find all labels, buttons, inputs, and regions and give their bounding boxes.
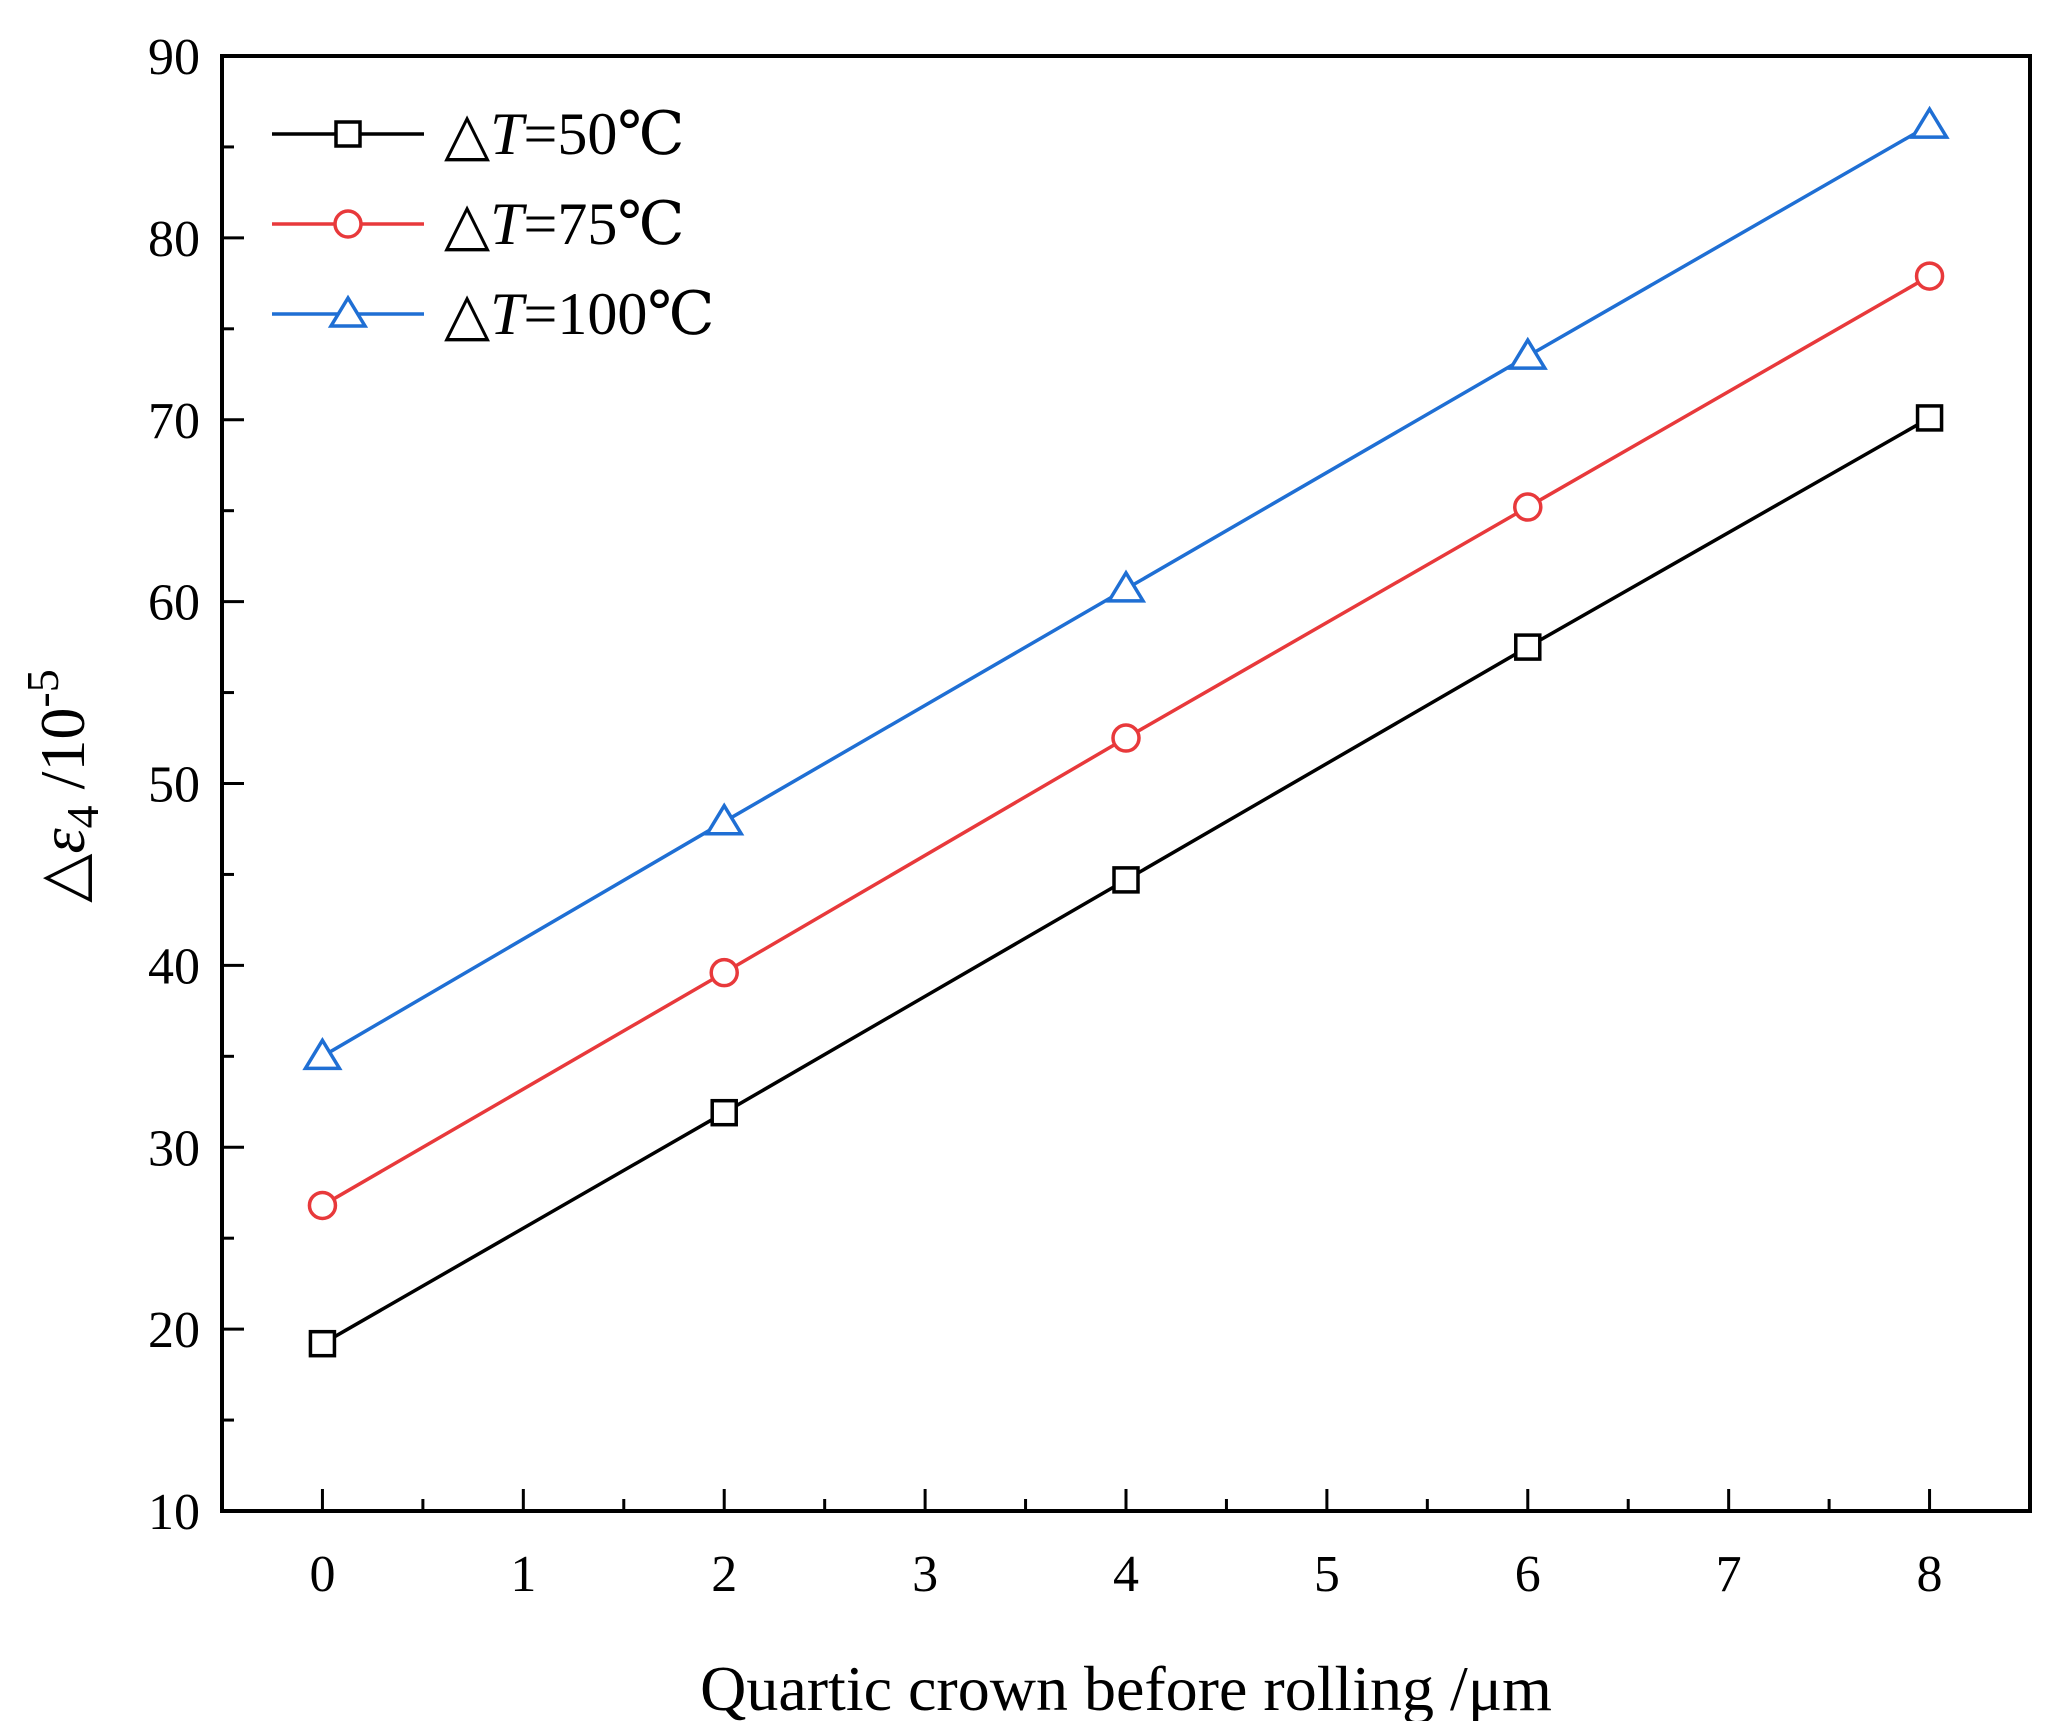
legend-value: =75℃ <box>524 191 685 257</box>
data-point-1-3 <box>1513 492 1543 522</box>
y-tick-label: 10 <box>148 1484 200 1541</box>
data-point-2-0 <box>302 1036 343 1071</box>
series-markers <box>302 105 1950 1358</box>
y-tick-label: 20 <box>148 1302 200 1359</box>
data-point-0-1 <box>710 1098 738 1127</box>
legend-marker-2 <box>327 294 369 328</box>
x-tick-label: 1 <box>510 1546 536 1603</box>
x-tick-label: 6 <box>1515 1546 1541 1603</box>
y-title-superscript: -5 <box>17 669 68 707</box>
legend-prefix: △ <box>444 191 490 257</box>
y-title-prefix: △ <box>27 853 98 903</box>
data-point-1-0 <box>307 1190 338 1221</box>
y-tick-label: 60 <box>148 575 200 632</box>
y-axis-title: △ε4 /10-5 <box>17 669 108 903</box>
legend-label-2: △T=100℃ <box>444 281 715 347</box>
y-title-symbol: ε <box>27 828 98 854</box>
legend-var: T <box>490 281 527 347</box>
data-point-0-2 <box>1112 866 1140 894</box>
y-tick-label: 30 <box>148 1120 200 1177</box>
data-point-1-1 <box>709 957 739 988</box>
y-tick-label: 50 <box>148 757 200 814</box>
x-axis-title: Quartic crown before rolling /μm <box>700 1653 1552 1721</box>
legend-value: =50℃ <box>524 101 685 167</box>
x-tick-label: 3 <box>912 1546 938 1603</box>
legend-marker-1 <box>333 209 363 239</box>
y-title-subscript: 4 <box>57 805 108 828</box>
plot-frame <box>220 54 2032 1513</box>
legend-var: T <box>490 101 527 167</box>
legend: △T=50℃△T=75℃△T=100℃ <box>272 101 715 347</box>
data-point-1-4 <box>1914 261 1945 291</box>
data-point-2-3 <box>1507 336 1548 370</box>
y-tick-label: 80 <box>148 211 200 268</box>
data-point-2-2 <box>1105 569 1147 603</box>
x-tick-label: 0 <box>309 1546 335 1603</box>
data-point-1-2 <box>1111 723 1141 753</box>
y-tick-label: 40 <box>148 938 200 995</box>
legend-prefix: △ <box>444 101 490 167</box>
x-tick-label: 8 <box>1917 1546 1943 1603</box>
tick-labels: 0 1 2 3 4 5 6 7 8 10 20 30 40 50 60 70 80 90 <box>148 29 1943 1603</box>
legend-marker-0 <box>334 120 362 148</box>
y-title-unit: /10 <box>27 708 98 806</box>
legend-var: T <box>490 191 527 257</box>
y-tick-label: 90 <box>148 29 200 86</box>
x-tick-label: 5 <box>1314 1546 1340 1603</box>
x-tick-label: 2 <box>711 1546 737 1603</box>
x-tick-label: 4 <box>1113 1546 1139 1603</box>
x-tick-label: 7 <box>1716 1546 1742 1603</box>
legend-label-1: △T=75℃ <box>444 191 685 257</box>
data-point-0-3 <box>1514 633 1542 661</box>
data-point-0-4 <box>1915 404 1944 432</box>
legend-label-0: △T=50℃ <box>444 101 685 167</box>
data-point-2-4 <box>1909 105 1950 139</box>
legend-prefix: △ <box>444 281 490 347</box>
y-tick-label: 70 <box>148 393 200 450</box>
data-point-2-1 <box>704 802 745 836</box>
legend-value: =100℃ <box>524 281 715 347</box>
data-point-0-0 <box>308 1329 337 1358</box>
